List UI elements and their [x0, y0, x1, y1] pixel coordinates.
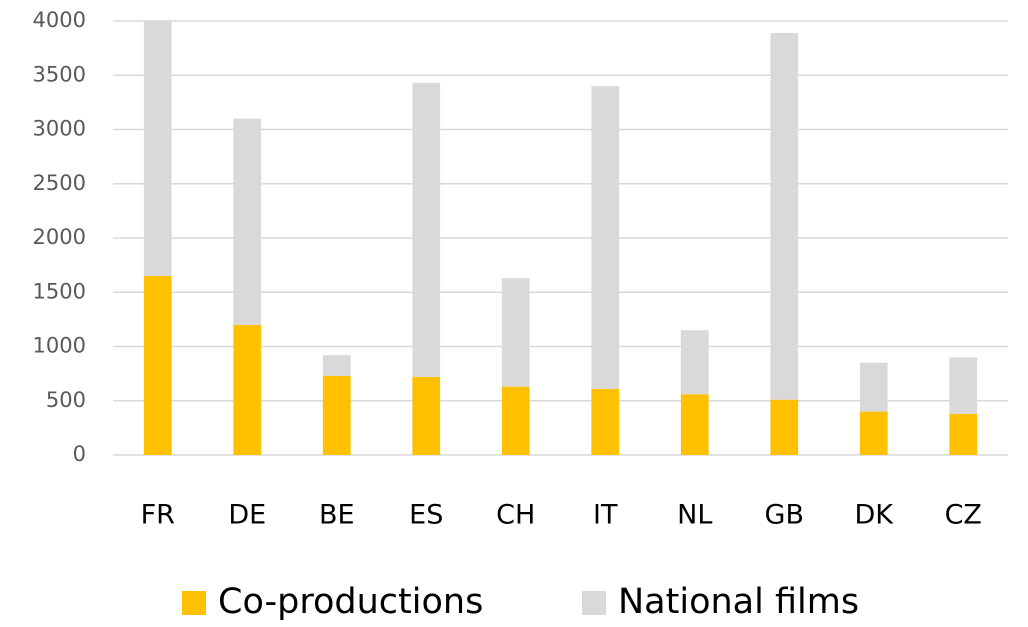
x-tick-label: NL: [677, 500, 712, 531]
legend-label: National films: [618, 582, 859, 622]
x-tick-label: ES: [409, 500, 443, 531]
bar-segment: [233, 118, 262, 325]
x-tick-label: CZ: [945, 500, 982, 531]
bar-segment: [501, 386, 530, 455]
x-tick-label: DK: [855, 500, 895, 531]
y-tick-label: 4000: [33, 8, 86, 32]
bar-segment: [322, 355, 351, 376]
y-tick-label: 1000: [33, 334, 86, 358]
y-tick-label: 2000: [33, 225, 86, 249]
legend-label: Co-productions: [218, 582, 483, 622]
bar-segment: [680, 394, 709, 455]
bar-segment: [233, 324, 262, 455]
x-tick-label: DE: [228, 500, 266, 531]
bar-segment: [859, 411, 888, 455]
bar-segment: [143, 21, 172, 276]
y-tick-label: 500: [46, 388, 86, 412]
bar-segment: [770, 399, 799, 455]
bar-segment: [859, 362, 888, 412]
x-tick-label: CH: [496, 500, 535, 531]
x-tick-label: GB: [765, 500, 804, 531]
y-tick-label: 3500: [33, 62, 86, 86]
y-tick-label: 2500: [33, 171, 86, 195]
bar-segment: [322, 375, 351, 455]
y-tick-label: 1500: [33, 279, 86, 303]
bar-segment: [770, 32, 799, 400]
bar-segment: [591, 388, 620, 455]
bar-segment: [949, 413, 978, 455]
bar-segment: [412, 82, 441, 377]
x-tick-label: IT: [593, 500, 618, 531]
y-tick-label: 3000: [33, 117, 86, 141]
bar-segment: [680, 330, 709, 395]
y-tick-label: 0: [73, 442, 86, 466]
legend-swatch: [582, 591, 606, 615]
bar-segment: [412, 376, 441, 455]
bar-segment: [501, 278, 530, 387]
bar-segment: [591, 86, 620, 389]
bar-segment: [949, 357, 978, 414]
legend-swatch: [182, 591, 206, 615]
x-tick-label: BE: [319, 500, 355, 531]
bar-segment: [143, 275, 172, 455]
x-tick-label: FR: [141, 500, 175, 531]
